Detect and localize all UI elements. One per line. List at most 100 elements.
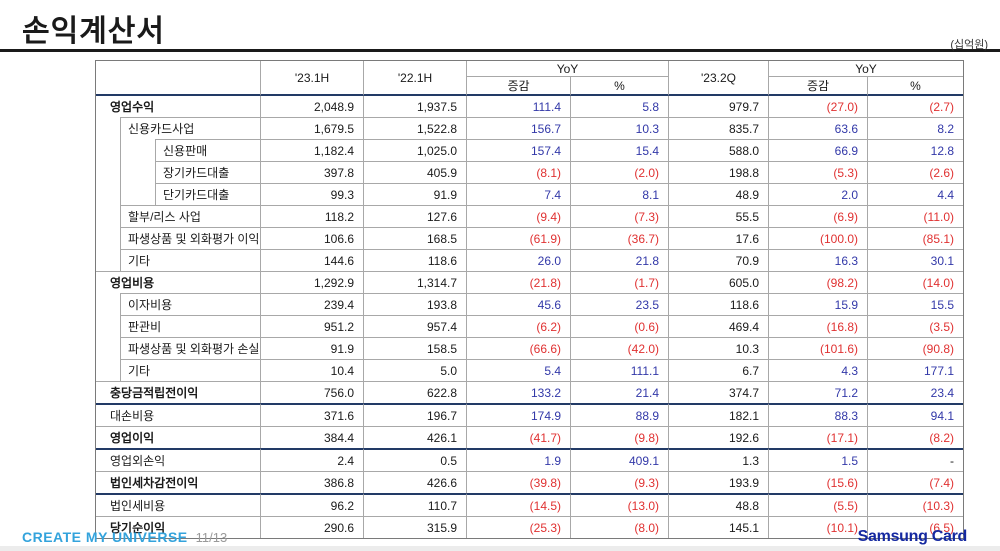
- indent-cell: [96, 117, 121, 139]
- cell-value: 106.6: [261, 227, 365, 249]
- cell-value: (0.6): [571, 315, 670, 337]
- cell-value: 111.4: [467, 96, 572, 117]
- cell-value: 371.6: [261, 403, 365, 426]
- cell-value: (8.1): [467, 161, 572, 183]
- cell-value: 5.8: [571, 96, 670, 117]
- cell-value: 193.8: [364, 293, 468, 315]
- cell-value: (66.6): [467, 337, 572, 359]
- cell-value: 1.5: [769, 448, 869, 471]
- indent-cell: [121, 161, 156, 183]
- cell-value: 469.4: [669, 315, 770, 337]
- row-label: 법인세비용: [96, 493, 262, 516]
- row-label: 법인세차감전이익: [96, 471, 262, 493]
- table-row: 할부/리스 사업 118.2 127.6 (9.4) (7.3) 55.5 (6.9) (11…: [96, 205, 964, 227]
- cell-value: (39.8): [467, 471, 572, 493]
- cell-value: 94.1: [868, 403, 964, 426]
- row-label: 할부/리스 사업: [121, 205, 262, 227]
- cell-value: (90.8): [868, 337, 964, 359]
- row-label: 신용판매: [156, 139, 262, 161]
- cell-value: (21.8): [467, 271, 572, 293]
- cell-value: (14.0): [868, 271, 964, 293]
- cell-value: 10.4: [261, 359, 365, 381]
- table-row: 기타 10.4 5.0 5.4 111.1 6.7 4.3 177.1: [96, 359, 964, 381]
- cell-value: 63.6: [769, 117, 869, 139]
- indent-cell: [96, 293, 121, 315]
- row-label: 영업비용: [96, 271, 262, 293]
- cell-value: (16.8): [769, 315, 869, 337]
- header-yoy-1h: YoY: [467, 61, 670, 76]
- cell-value: (6.2): [467, 315, 572, 337]
- header-percent-1h: %: [571, 76, 670, 96]
- cell-value: 5.0: [364, 359, 468, 381]
- cell-value: 7.4: [467, 183, 572, 205]
- cell-value: 70.9: [669, 249, 770, 271]
- cell-value: 1,292.9: [261, 271, 365, 293]
- cell-value: (14.5): [467, 493, 572, 516]
- cell-value: 1,522.8: [364, 117, 468, 139]
- cell-value: (85.1): [868, 227, 964, 249]
- indent-cell: [96, 359, 121, 381]
- table-row: 당기순이익 290.6 315.9 (25.3) (8.0) 145.1 (10.1) (6.…: [96, 516, 964, 538]
- table-row: 장기카드대출 397.8 405.9 (8.1) (2.0) 198.8 (5.3) (2.6…: [96, 161, 964, 183]
- table-row: 영업외손익 2.4 0.5 1.9 409.1 1.3 1.5-: [96, 448, 964, 471]
- cell-value: (2.7): [929, 99, 955, 114]
- cell-value: 99.3: [261, 183, 365, 205]
- table-row: 법인세차감전이익 386.8 426.6 (39.8) (9.3) 193.9 (15.6)…: [96, 471, 964, 493]
- brand-logo: Samsung Card: [857, 528, 968, 545]
- cell-value: (11.0): [868, 205, 964, 227]
- table-header: '23.1H '22.1H YoY '23.2Q YoY 증감 % 증감 %: [96, 61, 964, 96]
- title-divider: [0, 49, 1000, 52]
- row-label: 파생상품 및 외화평가 손실: [121, 337, 262, 359]
- cell-value: (41.7): [467, 426, 572, 448]
- cell-value: 8.1: [571, 183, 670, 205]
- cell-value: 4.4: [868, 183, 964, 205]
- table-row: 단기카드대출 99.3 91.9 7.4 8.1 48.9 2.0 4.4: [96, 183, 964, 205]
- cell-value: (101.6): [769, 337, 869, 359]
- income-statement-table: '23.1H '22.1H YoY '23.2Q YoY 증감 % 증감 % 영…: [95, 60, 965, 539]
- cell-value: 405.9: [364, 161, 468, 183]
- row-label: 장기카드대출: [156, 161, 262, 183]
- cell-value: 605.0: [669, 271, 770, 293]
- cell-value: 144.6: [261, 249, 365, 271]
- cell-value: 91.9: [261, 337, 365, 359]
- table-row: 영업이익 384.4 426.1 (41.7) (9.8) 192.6 (17.1) (8.2…: [96, 426, 964, 448]
- cell-value: 192.6: [669, 426, 770, 448]
- header-22-1h: '22.1H: [364, 61, 468, 96]
- cell-value: 15.9: [769, 293, 869, 315]
- row-label: 단기카드대출: [156, 183, 262, 205]
- cell-value: 2.0: [769, 183, 869, 205]
- cell-value: 1,314.7: [364, 271, 468, 293]
- indent-cell: [121, 183, 156, 205]
- cell-value: 193.9: [669, 471, 770, 493]
- indent-cell: [96, 227, 121, 249]
- cell-value: 386.8: [261, 471, 365, 493]
- slogan-text: CREATE MY UNIVERSE: [22, 529, 188, 545]
- header-percent-2q: %: [868, 76, 964, 96]
- cell-value: (36.7): [571, 227, 670, 249]
- bottom-bar: [0, 546, 1000, 551]
- cell-value: 48.9: [669, 183, 770, 205]
- unit-note: (십억원): [950, 39, 988, 51]
- cell-value: 45.6: [467, 293, 572, 315]
- cell-value: 23.4: [868, 381, 964, 403]
- cell-value: (17.1): [769, 426, 869, 448]
- cell-value: 397.8: [261, 161, 365, 183]
- cell-value: (2.6): [868, 161, 964, 183]
- cell-value: 118.6: [364, 249, 468, 271]
- cell-value: 182.1: [669, 403, 770, 426]
- cell-value: 30.1: [868, 249, 964, 271]
- cell-value: 23.5: [571, 293, 670, 315]
- cell-value: 88.3: [769, 403, 869, 426]
- row-label: 판관비: [121, 315, 262, 337]
- cell-value: 174.9: [467, 403, 572, 426]
- cell-value: 1.3: [669, 448, 770, 471]
- row-label: 기타: [121, 249, 262, 271]
- cell-value: (5.5): [769, 493, 869, 516]
- cell-value: 110.7: [364, 493, 468, 516]
- header-23-1h: '23.1H: [261, 61, 365, 96]
- footer-slogan: CREATE MY UNIVERSE 11/13: [22, 529, 227, 545]
- cell-value: (15.6): [769, 471, 869, 493]
- cell-value: 71.2: [769, 381, 869, 403]
- cell-value: (9.4): [467, 205, 572, 227]
- cell-value: (8.0): [571, 516, 670, 538]
